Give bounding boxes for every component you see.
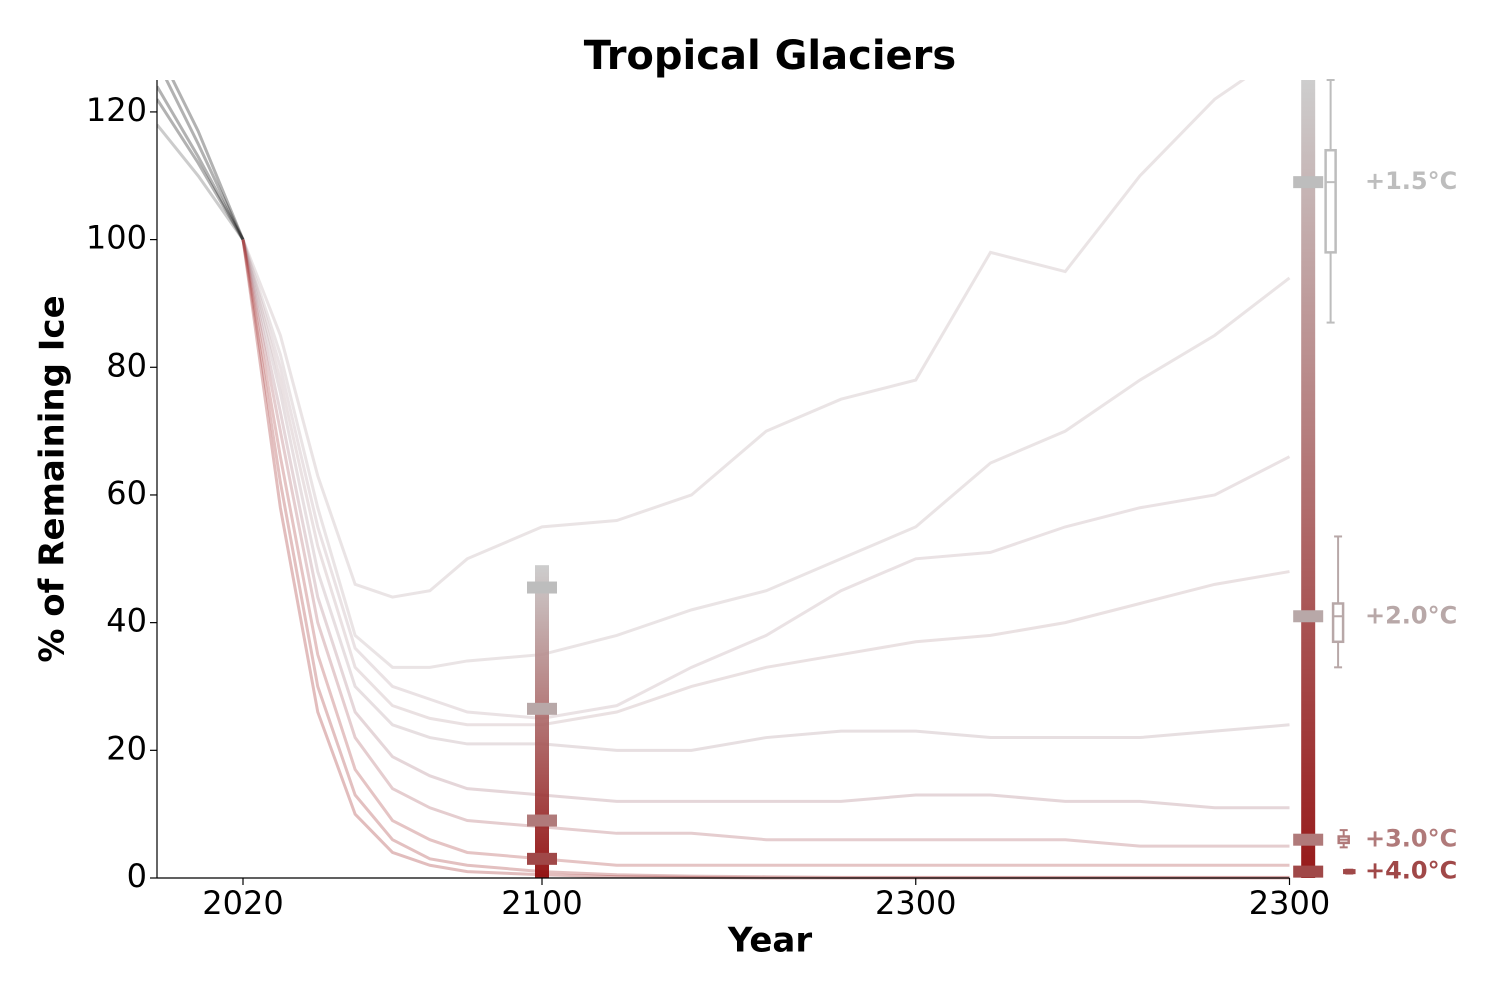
series-line xyxy=(241,239,1290,752)
series-line xyxy=(157,98,245,241)
series-line xyxy=(241,80,1246,599)
y-tick-label: 120 xyxy=(86,91,147,129)
series-line xyxy=(157,123,245,241)
scenario-label: +3.0°C xyxy=(1365,825,1457,853)
range-bar xyxy=(535,565,549,878)
scenario-marker xyxy=(1293,865,1324,878)
box xyxy=(1324,148,1337,254)
scenario-marker xyxy=(1293,833,1324,846)
y-tick-label: 40 xyxy=(106,602,147,640)
scenario-label: +1.5°C xyxy=(1365,167,1457,195)
series-line xyxy=(171,80,245,241)
x-tick-label: 2100 xyxy=(501,884,582,922)
y-tick-label: 20 xyxy=(106,729,147,767)
scenario-marker xyxy=(527,581,557,594)
scenario-label: +4.0°C xyxy=(1365,857,1457,885)
series-line xyxy=(241,239,1290,879)
y-tick-label: 80 xyxy=(106,346,147,384)
x-tick-label: 2020 xyxy=(202,884,283,922)
scenario-label: +2.0°C xyxy=(1365,601,1457,629)
box xyxy=(1331,602,1345,644)
x-axis-label: Year xyxy=(727,921,813,961)
scenario-marker xyxy=(527,814,557,827)
series-line xyxy=(241,239,1290,810)
range-bar xyxy=(1301,80,1316,878)
overlay: +1.5°C +2.0°C +3.0°C +4.0°C xyxy=(527,79,1457,885)
x-tick-label: 2300 xyxy=(1249,884,1330,922)
scenario-marker xyxy=(527,702,557,715)
x-tick-label: 2300 xyxy=(875,884,956,922)
y-axis-label: % of Remaining Ice xyxy=(33,295,73,662)
scenario-marker xyxy=(1293,176,1324,189)
lines xyxy=(157,80,1291,880)
y-tick-label: 0 xyxy=(127,857,147,895)
scenario-marker xyxy=(527,852,557,865)
series-line xyxy=(241,239,1290,848)
y-tick-label: 60 xyxy=(106,474,147,512)
chart-title: Tropical Glaciers xyxy=(584,33,956,79)
y-tick-label: 100 xyxy=(86,219,147,257)
scenario-marker xyxy=(1293,610,1324,623)
series-line xyxy=(164,80,245,241)
series-line xyxy=(157,85,245,241)
series-line xyxy=(241,239,1291,720)
series-line xyxy=(241,239,1290,867)
series-line xyxy=(241,239,1290,727)
series-line xyxy=(241,239,1291,669)
series-line xyxy=(241,239,1290,880)
